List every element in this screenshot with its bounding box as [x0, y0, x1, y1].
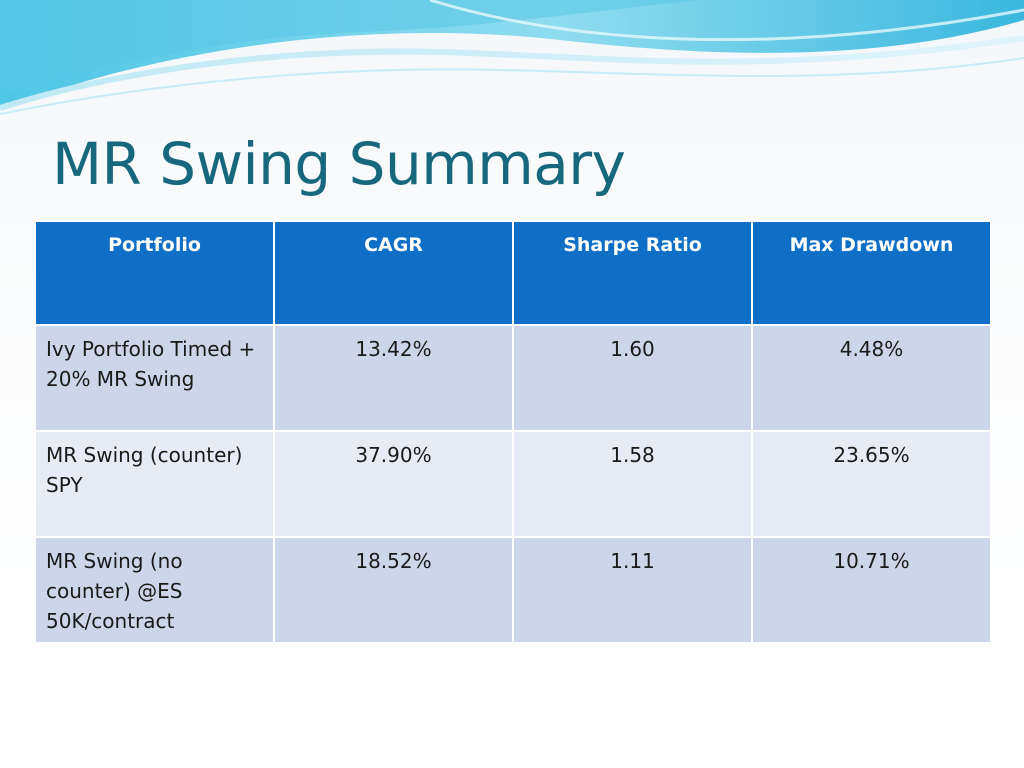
header-cagr: CAGR — [273, 220, 514, 326]
table-row: MR Swing (counter) SPY 37.90% 1.58 23.65… — [34, 430, 992, 538]
cell-sharpe-ratio: 1.60 — [512, 324, 753, 432]
decorative-wave — [0, 0, 1024, 115]
table-row: Ivy Portfolio Timed + 20% MR Swing 13.42… — [34, 324, 992, 432]
cell-max-drawdown: 10.71% — [751, 536, 992, 644]
cell-max-drawdown: 23.65% — [751, 430, 992, 538]
cell-portfolio: MR Swing (no counter) @ES 50K/contract — [34, 536, 275, 644]
summary-table: Portfolio CAGR Sharpe Ratio Max Drawdown… — [34, 220, 992, 644]
cell-cagr: 18.52% — [273, 536, 514, 644]
cell-cagr: 37.90% — [273, 430, 514, 538]
header-max-drawdown: Max Drawdown — [751, 220, 992, 326]
cell-sharpe-ratio: 1.11 — [512, 536, 753, 644]
cell-sharpe-ratio: 1.58 — [512, 430, 753, 538]
table-header-row: Portfolio CAGR Sharpe Ratio Max Drawdown — [34, 220, 992, 326]
page-title: MR Swing Summary — [52, 130, 626, 198]
cell-portfolio: Ivy Portfolio Timed + 20% MR Swing — [34, 324, 275, 432]
cell-portfolio: MR Swing (counter) SPY — [34, 430, 275, 538]
cell-cagr: 13.42% — [273, 324, 514, 432]
cell-max-drawdown: 4.48% — [751, 324, 992, 432]
header-portfolio: Portfolio — [34, 220, 275, 326]
table-row: MR Swing (no counter) @ES 50K/contract 1… — [34, 536, 992, 644]
header-sharpe-ratio: Sharpe Ratio — [512, 220, 753, 326]
